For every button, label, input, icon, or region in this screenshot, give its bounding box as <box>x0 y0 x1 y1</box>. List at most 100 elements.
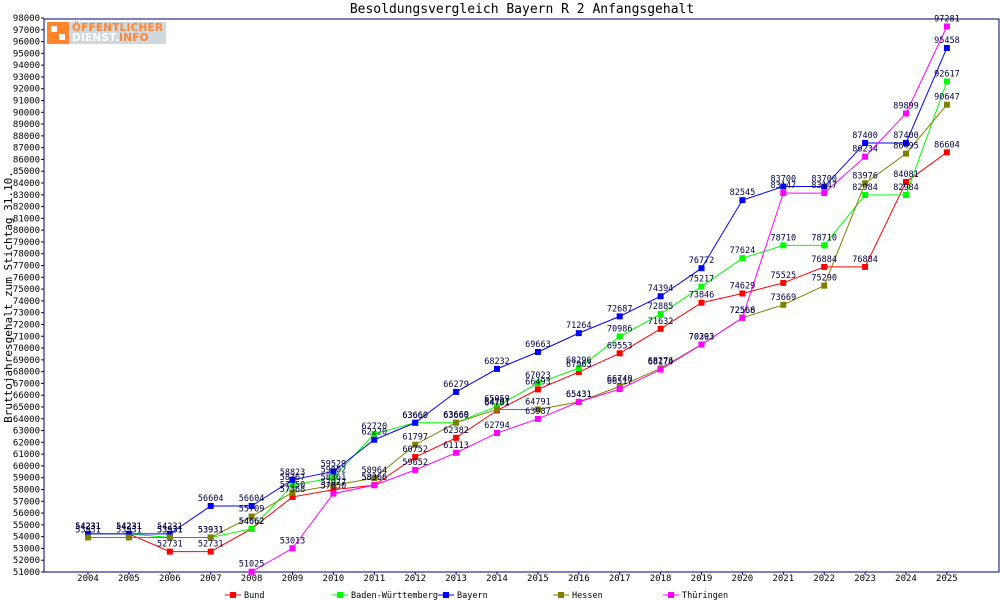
data-label: 62220 <box>362 428 388 438</box>
data-point <box>739 255 746 262</box>
data-label: 67963 <box>566 360 592 370</box>
data-label: 84081 <box>893 170 919 180</box>
x-tick-label: 2020 <box>732 574 754 584</box>
y-tick-label: 98000 <box>13 14 40 24</box>
data-point <box>330 474 337 481</box>
y-tick-label: 52000 <box>13 556 40 566</box>
y-tick-label: 87000 <box>13 144 40 154</box>
legend-label: Bund <box>244 591 264 600</box>
data-point <box>739 197 746 204</box>
data-label: 74394 <box>648 284 674 294</box>
data-label: 77624 <box>730 246 756 256</box>
y-tick-label: 78000 <box>13 250 40 260</box>
x-tick-label: 2015 <box>527 574 549 584</box>
x-tick-label: 2018 <box>650 574 672 584</box>
logo-line2-main: DIENST. <box>72 32 120 44</box>
legend: Bund Baden-Württemberg Bayern Hessen Thüring… <box>225 591 728 600</box>
data-label: 54662 <box>239 517 265 527</box>
logo-line2: DIENST.INFO <box>72 32 163 44</box>
data-label: 95458 <box>934 36 960 46</box>
y-tick-label: 66000 <box>13 391 40 401</box>
data-label: 58366 <box>362 473 388 483</box>
data-label: 65431 <box>566 390 592 400</box>
data-point <box>207 502 214 509</box>
y-tick-label: 84000 <box>13 179 40 189</box>
data-label: 61113 <box>443 441 469 451</box>
data-label: 64701 <box>484 399 510 409</box>
legend-marker <box>668 592 674 598</box>
data-point <box>862 180 869 187</box>
y-axis-label: Bruttojahresgehalt zum Stichtag 31.10. <box>2 171 15 423</box>
data-label: 83147 <box>771 181 797 191</box>
data-point <box>943 78 950 85</box>
data-label: 70303 <box>689 332 715 342</box>
data-label: 90647 <box>934 93 960 103</box>
data-point <box>575 365 582 372</box>
data-label: 59652 <box>402 458 428 468</box>
y-tick-label: 61000 <box>13 450 40 460</box>
data-label: 83700 <box>811 175 837 185</box>
y-tick-label: 80000 <box>13 226 40 236</box>
data-point <box>821 263 828 270</box>
data-label: 68174 <box>648 358 674 368</box>
series-layer <box>85 23 950 575</box>
data-label: 58366 <box>362 473 388 483</box>
series-Baden-Württemberg <box>85 78 950 541</box>
y-tick-label: 76000 <box>13 273 40 283</box>
data-point <box>371 475 378 482</box>
legend-marker <box>443 592 449 598</box>
y-tick-label: 93000 <box>13 73 40 83</box>
data-point <box>248 525 255 532</box>
x-tick-label: 2024 <box>895 574 917 584</box>
data-label: 63987 <box>525 407 551 417</box>
data-point <box>943 101 950 108</box>
data-point <box>534 380 541 387</box>
x-tick-label: 2016 <box>568 574 590 584</box>
data-label: 87400 <box>852 131 878 141</box>
data-point <box>821 190 828 197</box>
data-label: 87400 <box>893 131 919 141</box>
data-label: 72568 <box>730 306 756 316</box>
x-tick-label: 2009 <box>282 574 304 584</box>
data-label: 73669 <box>771 293 797 303</box>
data-label: 76884 <box>811 255 837 265</box>
y-tick-label: 58000 <box>13 485 40 495</box>
y-tick-label: 85000 <box>13 167 40 177</box>
y-tick-label: 60000 <box>13 462 40 472</box>
data-point <box>739 290 746 297</box>
data-label: 86495 <box>893 142 919 152</box>
data-point <box>534 406 541 413</box>
x-tick-label: 2004 <box>77 574 99 584</box>
x-tick-label: 2013 <box>445 574 467 584</box>
data-label: 70293 <box>689 333 715 343</box>
data-point <box>616 350 623 357</box>
data-point <box>862 153 869 160</box>
data-label: 63660 <box>443 411 469 421</box>
data-point <box>248 502 255 509</box>
y-tick-label: 82000 <box>13 203 40 213</box>
data-label: 54231 <box>75 522 101 532</box>
data-label: 58361 <box>321 473 347 483</box>
logo-line1: ÖFFENTLICHER <box>72 22 164 34</box>
data-label: 59529 <box>321 459 347 469</box>
data-point <box>534 386 541 393</box>
y-tick-label: 53000 <box>13 544 40 554</box>
data-label: 62382 <box>443 426 469 436</box>
data-label: 67023 <box>525 371 551 381</box>
data-point <box>616 333 623 340</box>
x-tick-label: 2006 <box>159 574 181 584</box>
data-point <box>657 366 664 373</box>
data-label: 63669 <box>443 411 469 421</box>
y-tick-label: 83000 <box>13 191 40 201</box>
data-point <box>780 279 787 286</box>
data-label: 51025 <box>239 560 265 570</box>
data-label-layer: 54231 54231 52731 52731 54662 57368 57977 58366… <box>75 14 959 569</box>
x-tick-label: 2005 <box>118 574 140 584</box>
data-point <box>330 490 337 497</box>
data-point <box>125 534 132 541</box>
y-tick-label: 62000 <box>13 438 40 448</box>
y-tick-label: 96000 <box>13 38 40 48</box>
y-tick-label: 95000 <box>13 49 40 59</box>
data-label: 83976 <box>852 171 878 181</box>
